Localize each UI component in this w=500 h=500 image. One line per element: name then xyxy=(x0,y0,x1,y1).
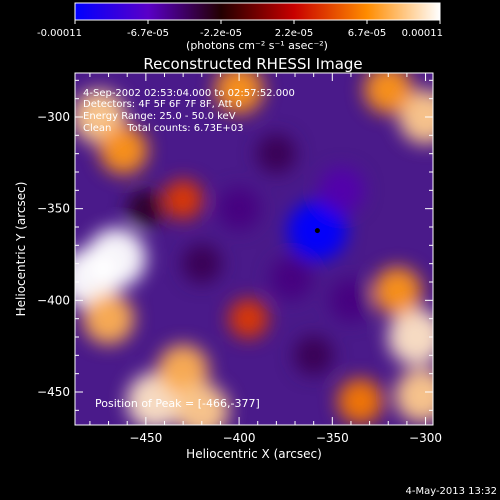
heatmap-blob xyxy=(329,279,373,322)
heatmap-blob xyxy=(387,308,433,366)
heatmap-blob xyxy=(86,228,147,289)
y-axis: −300 −350 −400 −450 xyxy=(37,79,433,411)
y-tick-label: −350 xyxy=(37,202,70,216)
colorbar-ticks: -0.00011 -6.7e-05 -2.2e-05 2.2e-05 6.7e-05 0.… xyxy=(37,20,443,39)
footer-timestamp: 4-May-2013 13:32 xyxy=(405,486,497,497)
x-tick-label: −350 xyxy=(316,431,349,445)
annotation-clean: Clean Total counts: 6.73E+03 xyxy=(83,123,243,134)
heatmap-blob xyxy=(394,368,433,423)
heatmap-blob xyxy=(99,125,148,175)
heatmap-blob xyxy=(157,344,209,396)
x-tick-label: −400 xyxy=(223,431,256,445)
y-tick-label: −400 xyxy=(37,293,70,307)
colorbar: -0.00011 -6.7e-05 -2.2e-05 2.2e-05 6.7e-05 0.… xyxy=(37,2,443,52)
x-tick-label: −450 xyxy=(129,431,162,445)
heatmap-blob xyxy=(256,133,297,174)
annotation-energy: Energy Range: 25.0 - 50.0 keV xyxy=(83,111,236,122)
center-marker xyxy=(314,228,320,234)
peak-position-label: Position of Peak = [-466,-377] xyxy=(95,397,260,410)
info-annotations: 4-Sep-2002 02:53:04.000 to 02:57:52.000 … xyxy=(83,88,295,134)
heatmap-blob xyxy=(181,243,222,284)
x-tick-label: −300 xyxy=(409,431,442,445)
heatmap-blob xyxy=(364,73,413,114)
heatmap-blob xyxy=(293,335,334,376)
plot-frame xyxy=(74,72,434,426)
colorbar-strip xyxy=(74,2,441,21)
colorbar-tick-label: 0.00011 xyxy=(402,28,443,39)
heatmap-blobs xyxy=(75,73,433,425)
heatmap-blob xyxy=(337,378,384,424)
heatmap-area xyxy=(75,73,433,425)
y-tick-label: −300 xyxy=(37,110,70,124)
colorbar-tick-label: -0.00011 xyxy=(37,28,82,39)
x-axis-label: Heliocentric X (arcsec) xyxy=(186,447,322,461)
heatmap-blob xyxy=(214,73,264,114)
y-axis-label: Heliocentric Y (arcsec) xyxy=(14,182,28,317)
heatmap-blob xyxy=(270,257,313,300)
heatmap-blob xyxy=(217,187,261,230)
annotation-time-range: 4-Sep-2002 02:53:04.000 to 02:57:52.000 xyxy=(83,88,295,99)
annotation-detectors: Detectors: 4F 5F 6F 7F 8F, Att 0 xyxy=(83,99,242,110)
heatmap-blob xyxy=(318,167,365,214)
markers xyxy=(314,228,320,234)
colorbar-tick-label: -6.7e-05 xyxy=(127,28,169,39)
heatmap-blob xyxy=(163,179,203,220)
heatmap-blob xyxy=(82,293,135,345)
heatmap-blob xyxy=(228,298,269,339)
heatmap-blob xyxy=(373,266,422,316)
heatmap-blob xyxy=(174,383,229,425)
chart-title: Reconstructed RHESSI Image xyxy=(143,55,362,73)
colorbar-tick-label: 2.2e-05 xyxy=(275,28,313,39)
colorbar-units: (photons cm⁻² s⁻¹ asec⁻²) xyxy=(186,39,328,52)
y-tick-label: −450 xyxy=(37,385,70,399)
heatmap-blob xyxy=(127,190,165,228)
colorbar-tick-label: 6.7e-05 xyxy=(348,28,386,39)
colorbar-tick-label: -2.2e-05 xyxy=(200,28,242,39)
x-axis: −450 −400 −350 −300 xyxy=(89,73,442,445)
